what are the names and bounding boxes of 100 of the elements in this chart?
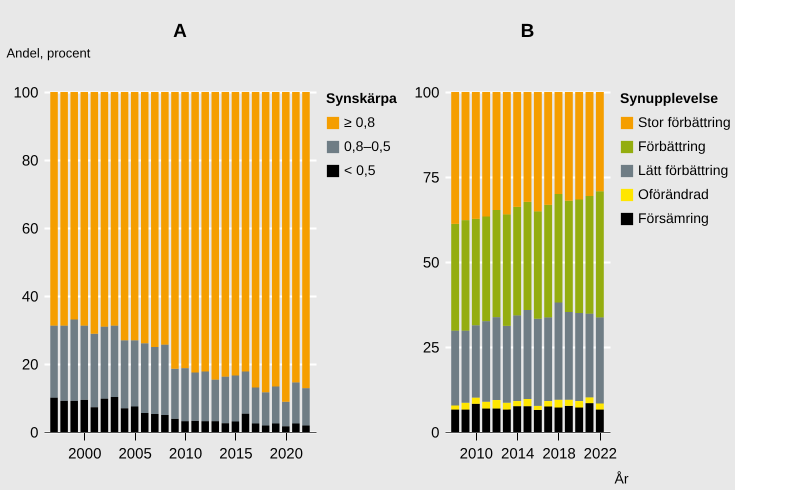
bar xyxy=(201,421,209,432)
bar xyxy=(292,424,300,432)
bar xyxy=(564,92,573,201)
bar xyxy=(472,218,480,326)
bar xyxy=(151,414,159,432)
bar xyxy=(482,321,490,402)
bar xyxy=(242,414,250,432)
bar xyxy=(462,330,470,403)
bar xyxy=(586,403,594,432)
bar xyxy=(544,92,552,205)
bar xyxy=(596,403,604,410)
bar xyxy=(212,380,220,422)
x-tick-label: 2010 xyxy=(168,446,202,462)
bar xyxy=(110,92,118,326)
bar xyxy=(110,396,118,432)
y-tick-label: 0 xyxy=(30,424,38,442)
chart-title: B xyxy=(520,21,534,42)
x-tick-label: 2020 xyxy=(270,446,303,462)
bar xyxy=(502,410,511,432)
bar xyxy=(596,92,604,192)
bar xyxy=(272,386,280,424)
bar xyxy=(60,326,68,401)
bar xyxy=(596,317,604,404)
bar xyxy=(596,191,604,318)
bar xyxy=(70,400,78,432)
bar xyxy=(90,92,98,334)
bar xyxy=(451,224,460,331)
bar xyxy=(100,326,108,399)
bar xyxy=(140,412,148,432)
bar xyxy=(472,92,480,219)
bar xyxy=(140,343,148,413)
bar xyxy=(524,406,532,432)
x-tick-label: 2010 xyxy=(460,446,494,462)
bar xyxy=(151,347,159,414)
bar xyxy=(212,421,220,432)
bar xyxy=(242,371,250,414)
bar xyxy=(482,408,490,432)
bar xyxy=(472,398,480,404)
bar xyxy=(554,302,562,400)
bar xyxy=(212,92,220,380)
bar xyxy=(544,204,552,318)
y-tick-label: 100 xyxy=(13,84,38,102)
chart-title: A xyxy=(173,21,188,42)
bar xyxy=(482,216,490,322)
bar xyxy=(171,92,179,369)
bar xyxy=(120,340,128,408)
bar xyxy=(586,314,594,398)
bar xyxy=(544,317,552,402)
bar xyxy=(492,400,500,409)
y-tick-label: 100 xyxy=(414,84,440,102)
bar xyxy=(302,388,310,426)
bar xyxy=(534,406,542,410)
bar xyxy=(60,92,68,326)
x-tick-label: 2015 xyxy=(219,446,253,462)
bar xyxy=(451,410,460,432)
bar xyxy=(191,420,199,432)
bar xyxy=(451,330,460,406)
bar xyxy=(100,398,108,432)
bar xyxy=(462,92,470,220)
y-tick-label: 20 xyxy=(22,356,38,374)
bar xyxy=(534,410,542,432)
bar xyxy=(151,92,159,347)
bar xyxy=(181,92,189,368)
bar xyxy=(524,399,532,406)
x-tick-label: 2018 xyxy=(542,446,576,462)
legend-title: Synskärpa xyxy=(326,90,398,106)
y-tick-label: 40 xyxy=(22,288,38,306)
bar xyxy=(492,317,500,400)
bar xyxy=(222,376,230,424)
bar xyxy=(70,92,78,320)
bar xyxy=(492,92,500,210)
bar xyxy=(171,418,179,432)
bar xyxy=(564,200,573,312)
bar xyxy=(586,397,594,404)
bar xyxy=(50,398,58,432)
bar xyxy=(191,372,199,421)
bar xyxy=(272,92,280,386)
bar xyxy=(524,310,532,400)
bar xyxy=(575,313,584,402)
x-tick-label: 2014 xyxy=(500,446,534,462)
bar xyxy=(242,92,250,372)
bar xyxy=(262,426,270,432)
bar xyxy=(451,405,460,410)
bar xyxy=(232,92,240,376)
y-axis-title: Andel, procent xyxy=(6,46,91,60)
bar xyxy=(222,92,230,377)
legend-title: Synupplevelse xyxy=(620,90,718,106)
bar xyxy=(513,315,522,402)
bar xyxy=(482,402,490,409)
bar xyxy=(110,326,118,397)
bar xyxy=(524,92,532,202)
bar xyxy=(564,312,573,400)
bar xyxy=(262,392,270,426)
bar xyxy=(544,406,552,432)
bar xyxy=(80,326,88,400)
x-tick-label: 2005 xyxy=(118,446,152,462)
bar xyxy=(564,406,573,432)
bar xyxy=(292,92,300,382)
bar xyxy=(575,401,584,408)
bar xyxy=(575,92,584,200)
